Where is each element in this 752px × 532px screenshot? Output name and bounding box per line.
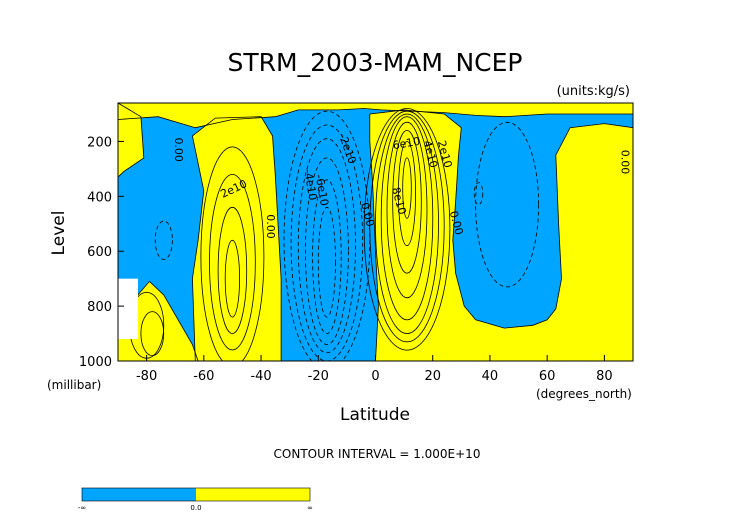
contour-label-2: 0.00 [264, 214, 277, 239]
contour-sf-1 [154, 220, 173, 260]
x-tick-label-8: 80 [596, 369, 613, 384]
fill-south-hadley-zero-contour [191, 116, 282, 361]
contour-nh-7 [397, 141, 416, 247]
contour-sh-4 [224, 239, 240, 318]
units-label: (units:kg/s) [557, 84, 630, 99]
y-axis-label: Level [49, 211, 69, 256]
fill-top-band-zero-contour [118, 103, 633, 129]
y-tick-label-3: 800 [87, 300, 112, 315]
colorbar-negative [82, 488, 196, 501]
colorbar-label-max: ∞ [307, 504, 313, 512]
y-units-label: (millibar) [47, 378, 101, 392]
contour-label-7: 6e10 [392, 135, 422, 153]
y-tick-label-0: 200 [87, 135, 112, 150]
contour-nh-4 [380, 116, 434, 321]
contour-sh-1 [200, 146, 265, 361]
x-tick-label-6: 40 [482, 369, 499, 384]
contour-label-6: 0.00 [358, 201, 377, 228]
x-tick-label-4: 0 [371, 369, 379, 384]
contour-swh-5 [312, 179, 342, 335]
contour-swh-4 [304, 157, 349, 345]
fill-north-hadley [369, 109, 633, 361]
contour-sp-2 [140, 311, 165, 357]
x-tick-label-5: 20 [424, 369, 441, 384]
colorbar: -∞ 0.0 ∞ [78, 487, 313, 512]
contour-nh-3 [375, 113, 439, 335]
y-tick-label-2: 600 [87, 245, 112, 260]
x-tick-label-1: -60 [193, 369, 214, 384]
colorbar-border [81, 487, 311, 502]
fill-left-margin-zero-contour [118, 103, 145, 178]
missing-data-patch [118, 278, 138, 340]
fill-south-polar [118, 281, 199, 361]
contour-sh-3 [217, 206, 248, 334]
contour-sh-2 [209, 174, 256, 351]
y-tick-label-4: 1000 [79, 355, 112, 370]
x-axis: -80 -60 -40 -20 0 20 40 60 80 [136, 355, 613, 384]
contour-swh-2 [290, 124, 364, 361]
contour-label-5: -6e10 [313, 173, 331, 207]
contour-nh-5 [386, 121, 428, 299]
colorbar-positive [196, 488, 310, 501]
contour-label-0: 0.00 [172, 137, 185, 162]
x-tick-label-3: -20 [308, 369, 329, 384]
contour-nf-2 [473, 182, 484, 206]
contour-swh-6 [317, 206, 336, 318]
chart-title: STRM_2003-MAM_NCEP [228, 48, 523, 77]
contour-nh-6 [392, 129, 422, 274]
fill-south-hadley [192, 116, 282, 361]
contour-label-12: 0.00 [619, 150, 632, 175]
colorbar-label-min: -∞ [78, 504, 86, 512]
contour-label-11: 0.00 [447, 209, 466, 236]
x-units-label: (degrees_north) [536, 387, 632, 401]
contour-nh-1 [363, 108, 451, 351]
fill-top-band [118, 103, 633, 128]
y-axis: 200 400 600 800 1000 [79, 135, 124, 370]
contour-swh-3 [297, 138, 356, 354]
contour-label-4: -4e10 [301, 168, 319, 202]
y-tick-label-1: 400 [87, 190, 112, 205]
x-tick-label-0: -80 [136, 369, 157, 384]
x-axis-label: Latitude [340, 405, 410, 425]
fill-north-hadley-zero-contour [369, 109, 633, 361]
x-tick-label-7: 60 [539, 369, 556, 384]
fill-left-margin [118, 103, 144, 178]
contour-fills [118, 103, 633, 361]
colorbar-label-zero: 0.0 [190, 504, 201, 512]
contour-nh-8 [402, 157, 412, 219]
contour-nh-2 [369, 110, 445, 343]
x-tick-label-2: -40 [250, 369, 271, 384]
contour-interval-label: CONTOUR INTERVAL = 1.000E+10 [274, 447, 481, 461]
contour-nf-1 [475, 121, 540, 288]
